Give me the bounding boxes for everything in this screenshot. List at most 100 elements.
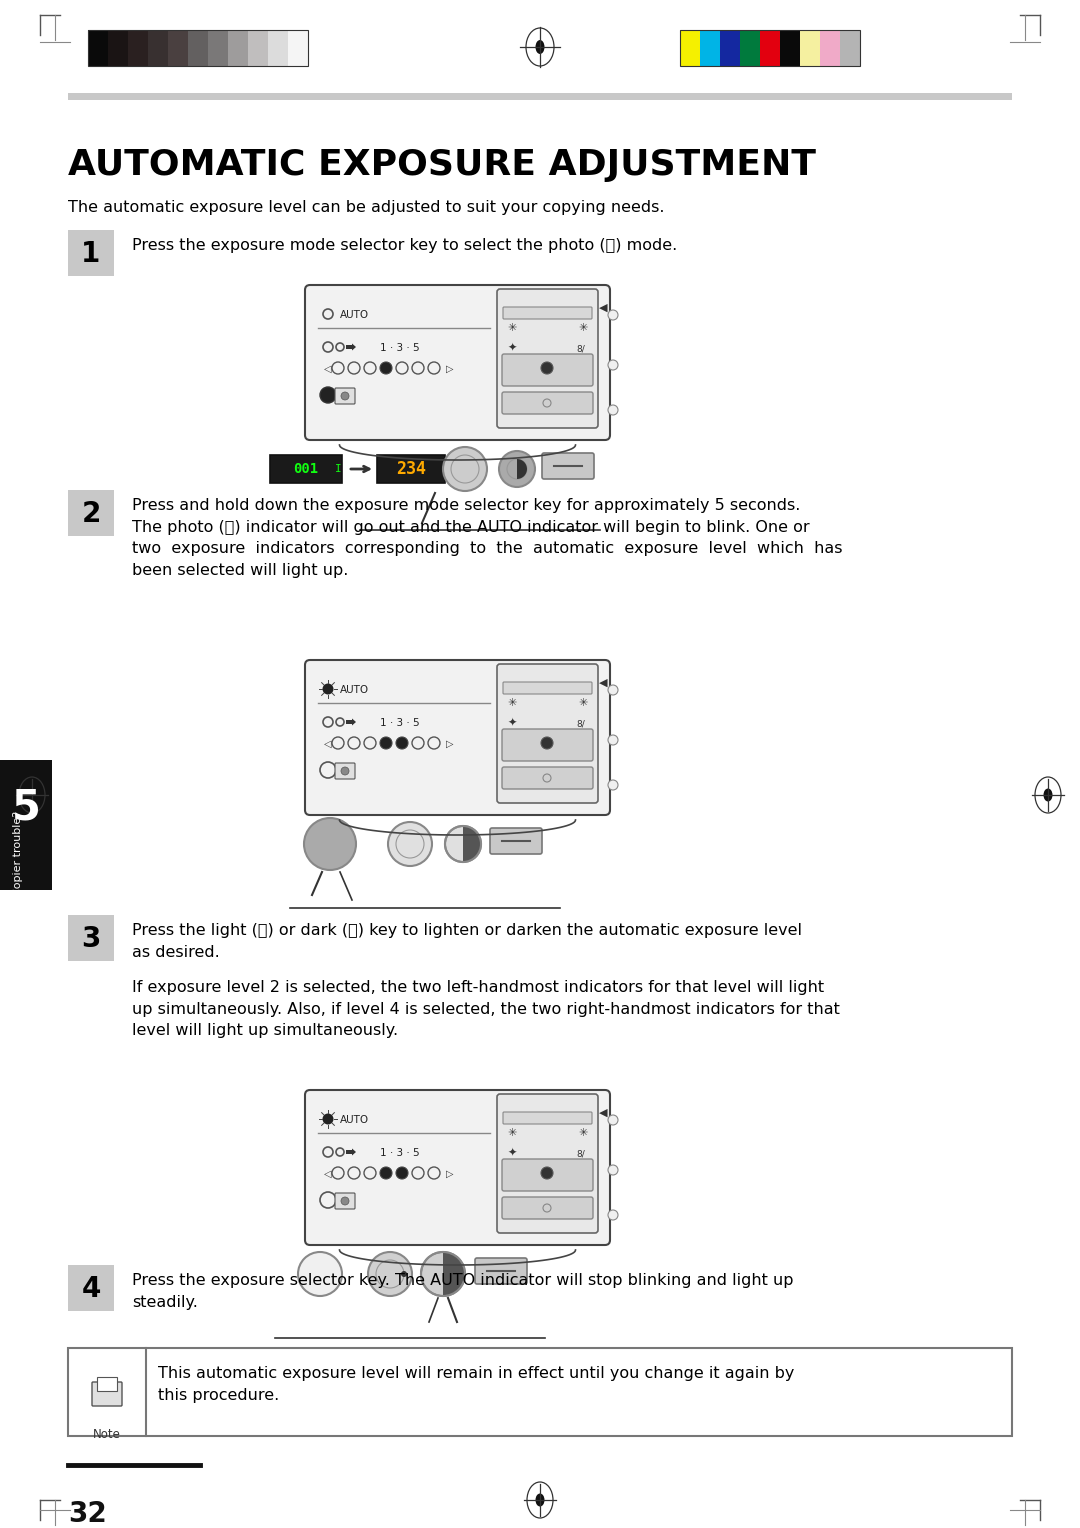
Circle shape [608,405,618,416]
Circle shape [380,736,392,749]
Bar [68,490,114,536]
Circle shape [608,685,618,695]
FancyBboxPatch shape [335,762,355,779]
Bar [720,31,740,66]
Bar [228,31,248,66]
Bar [800,31,820,66]
Bar [148,31,168,66]
Bar [680,31,700,66]
Text: 1 · 3 · 5: 1 · 3 · 5 [380,342,420,353]
Bar [68,915,114,961]
Circle shape [541,362,553,374]
Text: ✳: ✳ [508,1128,516,1138]
Text: ▷: ▷ [446,364,454,374]
FancyArrow shape [346,344,356,350]
Bar [87,31,308,66]
Text: 001: 001 [294,461,319,477]
Circle shape [541,736,553,749]
Text: ✳: ✳ [508,698,516,707]
FancyBboxPatch shape [502,393,593,414]
Bar [377,455,445,483]
Bar [740,31,760,66]
Text: Press the light (ⓞ) or dark (ⓘ) key to lighten or darken the automatic exposure : Press the light (ⓞ) or dark (ⓘ) key to l… [132,923,802,960]
Circle shape [608,361,618,370]
Text: ◁: ◁ [324,364,332,374]
FancyBboxPatch shape [335,1193,355,1209]
Circle shape [421,1251,465,1296]
FancyBboxPatch shape [497,1094,598,1233]
Circle shape [396,736,408,749]
Circle shape [380,362,392,374]
FancyBboxPatch shape [502,354,593,387]
Circle shape [445,827,481,862]
Circle shape [341,393,349,400]
Text: ◁: ◁ [324,740,332,749]
Text: Press the exposure mode selector key to select the photo (Ⓟ) mode.: Press the exposure mode selector key to … [132,238,677,254]
Bar [248,31,268,66]
FancyBboxPatch shape [502,767,593,788]
Circle shape [303,817,356,869]
FancyBboxPatch shape [502,1196,593,1219]
Bar [680,31,860,66]
FancyBboxPatch shape [502,1160,593,1190]
Text: Press and hold down the exposure mode selector key for approximately 5 seconds.
: Press and hold down the exposure mode se… [132,498,842,578]
Text: 32: 32 [68,1500,107,1528]
Bar [780,31,800,66]
Text: ▷: ▷ [446,1169,454,1180]
Circle shape [401,1271,407,1277]
Text: ✳: ✳ [578,322,588,333]
Bar [129,31,148,66]
Circle shape [608,310,618,319]
Wedge shape [517,458,527,478]
FancyBboxPatch shape [305,1089,610,1245]
FancyArrow shape [346,718,356,726]
Bar [700,31,720,66]
Ellipse shape [27,788,37,802]
FancyBboxPatch shape [475,1258,527,1284]
Bar [288,31,308,66]
Text: If exposure level 2 is selected, the two left-handmost indicators for that level: If exposure level 2 is selected, the two… [132,979,840,1038]
Circle shape [323,683,334,695]
FancyArrow shape [346,1149,356,1155]
Circle shape [608,1164,618,1175]
Circle shape [499,451,535,487]
Circle shape [320,387,336,403]
Text: ✦: ✦ [508,718,516,727]
Text: 8/: 8/ [577,720,585,729]
Text: I: I [335,465,341,474]
Wedge shape [463,827,481,862]
Circle shape [608,1210,618,1219]
Text: ◀: ◀ [599,303,607,313]
Bar [270,455,342,483]
Text: ✳: ✳ [578,1128,588,1138]
Text: 1: 1 [81,240,100,267]
Text: 1 · 3 · 5: 1 · 3 · 5 [380,1148,420,1158]
Bar [188,31,208,66]
FancyBboxPatch shape [305,286,610,440]
Bar [68,231,114,277]
Text: ◀: ◀ [599,678,607,688]
Circle shape [298,1251,342,1296]
Text: The automatic exposure level can be adjusted to suit your copying needs.: The automatic exposure level can be adju… [68,200,664,215]
Bar [820,31,840,66]
Text: ✦: ✦ [508,1148,516,1158]
Text: ◁: ◁ [324,1169,332,1180]
Circle shape [541,1167,553,1180]
FancyBboxPatch shape [305,660,610,814]
Circle shape [608,1115,618,1125]
Circle shape [341,767,349,775]
FancyBboxPatch shape [92,1381,122,1406]
Text: 8/: 8/ [577,1149,585,1158]
FancyBboxPatch shape [497,665,598,804]
Text: AUTO: AUTO [340,310,369,319]
Wedge shape [443,1251,465,1296]
FancyBboxPatch shape [335,388,355,403]
Bar [108,31,129,66]
Text: 5: 5 [12,785,40,828]
Bar [208,31,228,66]
Bar [760,31,780,66]
Text: 1 · 3 · 5: 1 · 3 · 5 [380,718,420,727]
FancyBboxPatch shape [503,1112,592,1125]
Text: ◀: ◀ [599,1108,607,1118]
Text: ✳: ✳ [508,322,516,333]
